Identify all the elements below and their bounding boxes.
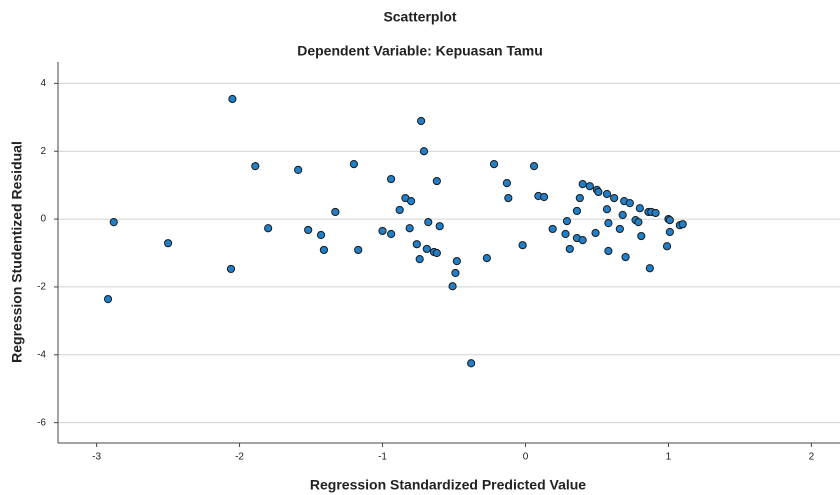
point <box>561 229 570 239</box>
y-tick-label: 0 <box>40 214 46 225</box>
point <box>578 180 587 189</box>
point <box>331 207 340 217</box>
point <box>432 176 441 186</box>
x-tick-label: -3 <box>92 452 101 463</box>
point <box>349 160 359 169</box>
point <box>304 225 313 235</box>
x-tick-label: 1 <box>666 452 672 463</box>
point <box>591 228 600 238</box>
y-tick-label: 2 <box>40 146 46 157</box>
point <box>504 193 513 203</box>
point <box>635 204 644 213</box>
point <box>602 189 612 199</box>
point <box>578 236 587 245</box>
point <box>529 162 539 171</box>
point <box>604 219 613 228</box>
y-tick-label: -2 <box>37 282 46 293</box>
point <box>615 224 624 234</box>
chart-subtitle: Dependent Variable: Kepuasan Tamu <box>297 43 543 59</box>
point <box>451 268 460 278</box>
point <box>422 244 431 254</box>
point <box>264 224 273 233</box>
point <box>109 218 118 227</box>
point <box>662 242 672 251</box>
point <box>251 162 260 171</box>
x-tick-label: -1 <box>378 452 387 463</box>
point <box>424 218 433 227</box>
point <box>316 230 326 240</box>
point <box>412 240 421 249</box>
point <box>610 193 619 203</box>
point <box>419 147 429 156</box>
point <box>467 359 476 368</box>
point <box>378 226 387 236</box>
y-tick-label: -6 <box>37 417 46 428</box>
y-axis-label: Regression Studentized Residual <box>9 141 25 363</box>
point <box>103 295 113 304</box>
y-tick-label: 4 <box>40 78 46 89</box>
point <box>395 205 404 215</box>
point <box>435 222 444 231</box>
point <box>482 253 491 263</box>
point <box>294 165 303 174</box>
point <box>651 208 660 218</box>
x-axis-label: Regression Standardized Predicted Value <box>310 477 586 493</box>
point <box>387 174 396 184</box>
point <box>565 244 574 254</box>
point <box>387 229 396 239</box>
point <box>562 217 572 226</box>
x-tick-label: -2 <box>235 452 244 463</box>
point <box>415 255 424 264</box>
point <box>518 241 527 250</box>
point <box>634 218 643 227</box>
point <box>228 94 237 104</box>
point <box>226 264 236 274</box>
point <box>354 245 363 255</box>
point <box>645 264 654 273</box>
point <box>625 199 634 208</box>
x-tick-label: 0 <box>523 452 529 463</box>
point <box>417 116 426 126</box>
point <box>489 160 499 169</box>
point <box>575 193 584 203</box>
chart-title: Scatterplot <box>383 9 456 25</box>
point <box>621 252 630 262</box>
point <box>637 231 646 241</box>
point <box>618 210 627 220</box>
point <box>678 220 687 229</box>
point <box>604 246 613 256</box>
point <box>665 227 674 237</box>
point <box>407 197 416 206</box>
point <box>319 245 329 255</box>
point <box>452 257 461 266</box>
point <box>594 187 603 197</box>
point <box>585 182 594 191</box>
point <box>432 248 441 258</box>
point <box>665 215 674 225</box>
point <box>539 192 549 202</box>
point <box>548 224 557 234</box>
y-tick-label: -4 <box>37 349 46 360</box>
point <box>502 179 511 188</box>
x-tick-label: 2 <box>809 452 815 463</box>
point <box>405 224 414 233</box>
point <box>602 205 612 214</box>
point <box>448 282 457 291</box>
point <box>572 206 582 216</box>
point <box>163 239 173 248</box>
